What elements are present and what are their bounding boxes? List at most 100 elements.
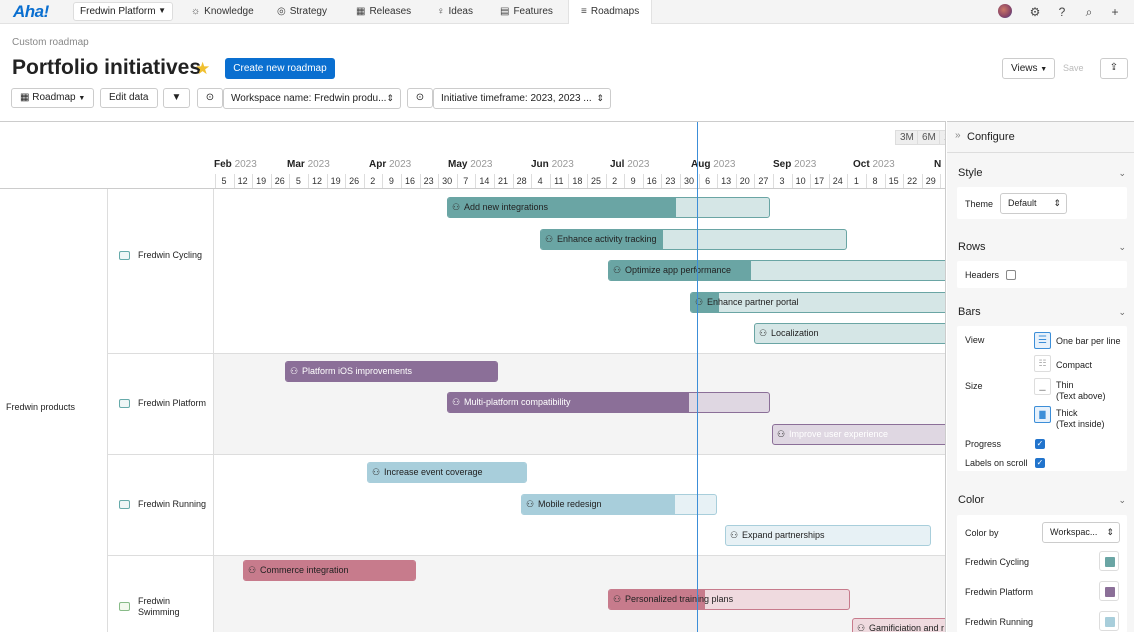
week-label: 9 — [388, 176, 394, 186]
zoom-1y[interactable]: 1 — [939, 130, 945, 145]
workspace-filter[interactable]: Workspace name: Fredwin produ... ⇕ — [223, 88, 401, 109]
workspace-selector[interactable]: Fredwin Platform ▼ — [73, 2, 173, 21]
size-option-thin[interactable]: Thin (Text above) — [1056, 380, 1106, 402]
week-tick — [363, 174, 365, 188]
rows-heading[interactable]: Rows — [958, 241, 986, 253]
thin-size-icon[interactable]: ▁ — [1034, 378, 1051, 395]
filter-remove-icon[interactable]: ⊙ — [407, 88, 433, 108]
color-swatch[interactable] — [1099, 551, 1119, 571]
nav-releases[interactable]: ▦ Releases — [356, 0, 411, 24]
swatch-color — [1105, 557, 1115, 567]
initiative-bar[interactable]: ⚇ Gamificiation and r — [852, 618, 945, 632]
aha-logo[interactable]: Aha! — [13, 2, 49, 21]
search-icon[interactable]: ⌕ — [1085, 5, 1093, 19]
group-row[interactable]: Fredwin Swimming — [108, 556, 214, 632]
group-row[interactable]: Fredwin Platform — [108, 354, 214, 455]
initiative-bar[interactable]: ⚇ Personalized training plans — [608, 589, 850, 610]
initiative-bar[interactable]: ⚇ Mobile redesign — [521, 494, 717, 515]
color-swatch[interactable] — [1099, 581, 1119, 601]
labels-on-scroll-checkbox[interactable]: ✓ — [1035, 458, 1045, 468]
filter-remove-icon[interactable]: ⊙ — [197, 88, 223, 108]
save-button[interactable]: Save — [1063, 63, 1084, 73]
color-by-select[interactable]: Workspac... ⇕ — [1042, 522, 1120, 543]
chevron-down-icon: ▼ — [158, 6, 166, 15]
workspace-icon — [119, 500, 130, 509]
add-icon[interactable]: + — [1111, 5, 1119, 19]
headers-checkbox[interactable] — [1006, 270, 1016, 280]
breadcrumb[interactable]: Custom roadmap — [12, 37, 89, 48]
week-tick — [866, 174, 867, 188]
month-label: Apr 2023 — [369, 159, 412, 170]
settings-gear-icon[interactable]: ⚙ — [1029, 5, 1041, 19]
progress-checkbox[interactable]: ✓ — [1035, 439, 1045, 449]
initiative-bar[interactable]: ⚇ Commerce integration — [243, 560, 416, 581]
chevron-updown-icon: ⇕ — [1053, 198, 1061, 208]
chevron-down-icon[interactable]: ⌄ — [1118, 495, 1126, 505]
week-label: 1 — [853, 176, 859, 186]
theme-select[interactable]: Default ⇕ — [1000, 193, 1067, 214]
week-tick — [289, 174, 291, 188]
bars-heading[interactable]: Bars — [958, 306, 981, 318]
chevron-down-icon[interactable]: ⌄ — [1118, 242, 1126, 252]
week-tick — [828, 174, 830, 188]
share-icon[interactable]: ⇪ — [1100, 58, 1128, 79]
chevron-down-icon[interactable]: ⌄ — [1118, 168, 1126, 178]
week-label: 23 — [423, 176, 434, 186]
initiative-bar[interactable]: ⚇ Enhance activity tracking — [540, 229, 847, 250]
thick-size-icon[interactable]: ▇ — [1034, 406, 1051, 423]
view-option-one-bar[interactable]: One bar per line — [1056, 336, 1121, 346]
initiative-bar[interactable]: ⚇ Optimize app performance — [608, 260, 945, 281]
initiative-bar[interactable]: ⚇ Improve user experience — [772, 424, 945, 445]
roadmap-dropdown[interactable]: ▦ Roadmap ▼ — [11, 88, 94, 108]
initiative-bar[interactable]: ⚇ Enhance partner portal — [690, 292, 945, 313]
week-label: 27 — [758, 176, 769, 186]
one-bar-per-line-icon[interactable]: ☰ — [1034, 332, 1051, 349]
week-label: 26 — [349, 176, 360, 186]
filter-icon[interactable]: ▼ — [163, 88, 190, 108]
user-avatar[interactable] — [998, 4, 1012, 18]
compact-view-icon[interactable]: ☷ — [1034, 355, 1051, 372]
roadmap-label: Roadmap — [32, 92, 76, 103]
group-row[interactable]: Fredwin Running — [108, 455, 214, 556]
zoom-3m[interactable]: 3M — [895, 130, 919, 145]
views-button[interactable]: Views ▼ — [1002, 58, 1055, 79]
initiative-bar[interactable]: ⚇ Platform iOS improvements — [285, 361, 498, 382]
chevron-down-icon: ▼ — [78, 95, 86, 102]
help-icon[interactable]: ? — [1058, 5, 1066, 19]
color-swatch[interactable] — [1099, 611, 1119, 631]
initiative-bar[interactable]: ⚇ Localization — [754, 323, 945, 344]
initiative-icon: ⚇ — [290, 366, 299, 376]
nav-knowledge[interactable]: ☼ Knowledge — [191, 0, 254, 24]
size-option-thick[interactable]: Thick (Text inside) — [1056, 408, 1105, 430]
initiative-bar[interactable]: ⚇ Increase event coverage — [367, 462, 527, 483]
nav-strategy[interactable]: ◎ Strategy — [277, 0, 327, 24]
initiative-bar[interactable]: ⚇ Multi-platform compatibility — [447, 392, 770, 413]
style-heading[interactable]: Style — [958, 167, 983, 179]
initiative-bar[interactable]: ⚇ Expand partnerships — [725, 525, 931, 546]
week-tick — [698, 174, 700, 188]
nav-features[interactable]: ▤ Features — [500, 0, 553, 24]
view-option-compact[interactable]: Compact — [1056, 360, 1093, 370]
chevron-down-icon[interactable]: ⌄ — [1118, 307, 1126, 317]
initiative-label: Personalized training plans — [625, 594, 734, 604]
week-tick — [587, 174, 588, 188]
initiative-icon: ⚇ — [759, 328, 768, 338]
week-label: 16 — [404, 176, 415, 186]
workspace-icon — [119, 602, 130, 611]
zoom-6m[interactable]: 6M — [917, 130, 941, 145]
collapse-panel-icon[interactable]: » — [955, 130, 961, 141]
week-tick — [680, 174, 681, 188]
nav-roadmaps-label: Roadmaps — [590, 6, 640, 17]
initiative-icon: ⚇ — [730, 530, 739, 540]
timeframe-filter[interactable]: Initiative timeframe: 2023, 2023 ... ⇕ — [433, 88, 611, 109]
legend-label: Fredwin Running — [965, 617, 1034, 627]
color-heading[interactable]: Color — [958, 494, 985, 506]
week-label: 7 — [463, 176, 469, 186]
create-roadmap-button[interactable]: Create new roadmap — [225, 58, 335, 79]
initiative-bar[interactable]: ⚇ Add new integrations — [447, 197, 770, 218]
nav-ideas[interactable]: ♀ Ideas — [437, 0, 473, 24]
favorite-star-icon[interactable]: ★ — [195, 59, 211, 78]
group-row[interactable]: Fredwin Cycling — [108, 189, 214, 354]
nav-roadmaps[interactable]: ≡ Roadmaps — [568, 0, 653, 24]
edit-data-button[interactable]: Edit data — [100, 88, 158, 108]
